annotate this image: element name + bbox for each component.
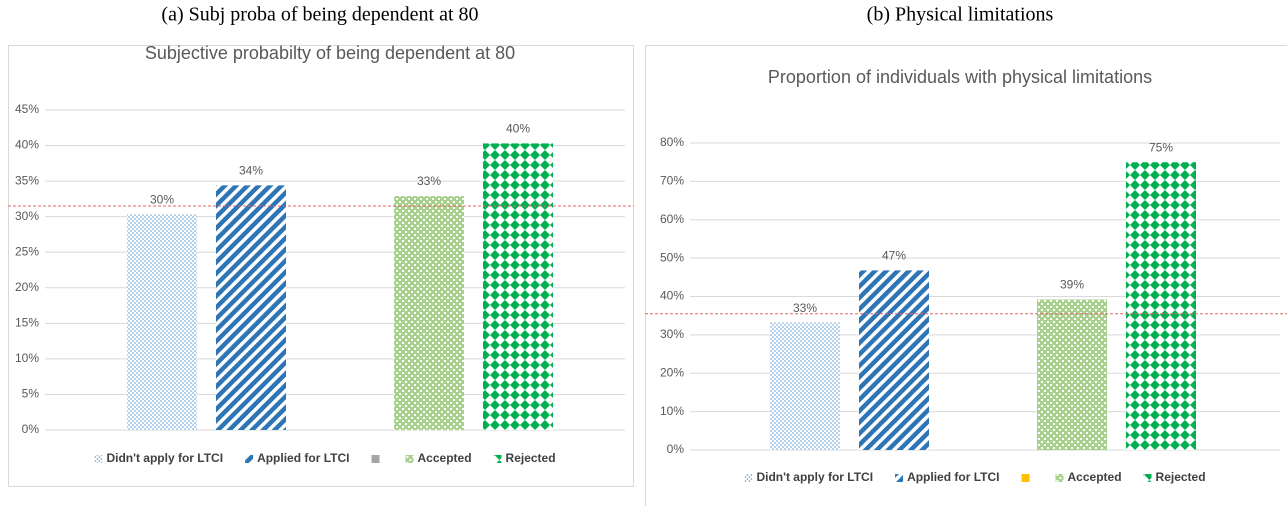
data-label: 75% [1149, 140, 1173, 154]
bar [859, 270, 929, 450]
chart-title: Proportion of individuals with physical … [768, 67, 1152, 87]
y-tick-label: 20% [660, 365, 684, 379]
legend-marker [895, 474, 904, 482]
legend-label: Applied for LTCI [907, 470, 999, 484]
legend-label: Rejected [1156, 470, 1206, 484]
bar [127, 214, 197, 430]
caption: (b) Physical limitations [867, 4, 1054, 26]
y-tick-label: 60% [660, 212, 684, 226]
y-tick-label: 15% [15, 316, 39, 330]
legend-marker [405, 455, 414, 463]
legend-marker [371, 455, 380, 463]
y-tick-label: 5% [22, 387, 40, 401]
y-tick-label: 40% [660, 289, 684, 303]
y-tick-label: 10% [660, 404, 684, 418]
legend-marker [1055, 474, 1064, 482]
chart-title: Subjective probabilty of being dependent… [145, 43, 515, 63]
y-tick-label: 30% [660, 327, 684, 341]
legend-label: Accepted [418, 451, 472, 465]
bar [770, 322, 840, 450]
y-tick-label: 0% [667, 442, 685, 456]
y-tick-label: 35% [15, 173, 39, 187]
y-tick-label: 40% [15, 138, 39, 152]
legend: Didn't apply for LTCI Applied for LTCI Acc… [94, 451, 556, 465]
y-tick-label: 45% [15, 102, 39, 116]
y-tick-label: 50% [660, 250, 684, 264]
legend-label: Accepted [1068, 470, 1122, 484]
y-tick-label: 25% [15, 244, 39, 258]
y-tick-label: 10% [15, 351, 39, 365]
legend-marker [1143, 474, 1152, 482]
panel-frame [8, 45, 634, 487]
bar [1037, 299, 1107, 450]
legend-marker [94, 455, 103, 463]
bar [216, 185, 286, 430]
legend-label: Applied for LTCI [257, 451, 349, 465]
legend-label: Didn't apply for LTCI [756, 470, 873, 484]
data-label: 33% [793, 301, 817, 315]
bar [394, 196, 464, 430]
legend: Didn't apply for LTCI Applied for LTCI Acc… [744, 470, 1206, 484]
legend-marker [744, 474, 753, 482]
legend-label: Rejected [506, 451, 556, 465]
y-tick-label: 20% [15, 280, 39, 294]
data-label: 47% [882, 249, 906, 263]
y-tick-label: 80% [660, 135, 684, 149]
data-label: 30% [150, 193, 174, 207]
data-label: 34% [239, 164, 263, 178]
legend-marker [245, 455, 254, 463]
y-tick-label: 0% [22, 422, 40, 436]
bar [483, 143, 553, 430]
data-label: 39% [1060, 278, 1084, 292]
legend-label: Didn't apply for LTCI [106, 451, 223, 465]
legend-marker [1021, 474, 1030, 482]
data-label: 40% [506, 122, 530, 136]
data-label: 33% [417, 174, 441, 188]
caption: (a) Subj proba of being dependent at 80 [161, 4, 478, 26]
y-tick-label: 30% [15, 209, 39, 223]
y-tick-label: 70% [660, 174, 684, 188]
bar [1126, 162, 1196, 450]
legend-marker [493, 455, 502, 463]
